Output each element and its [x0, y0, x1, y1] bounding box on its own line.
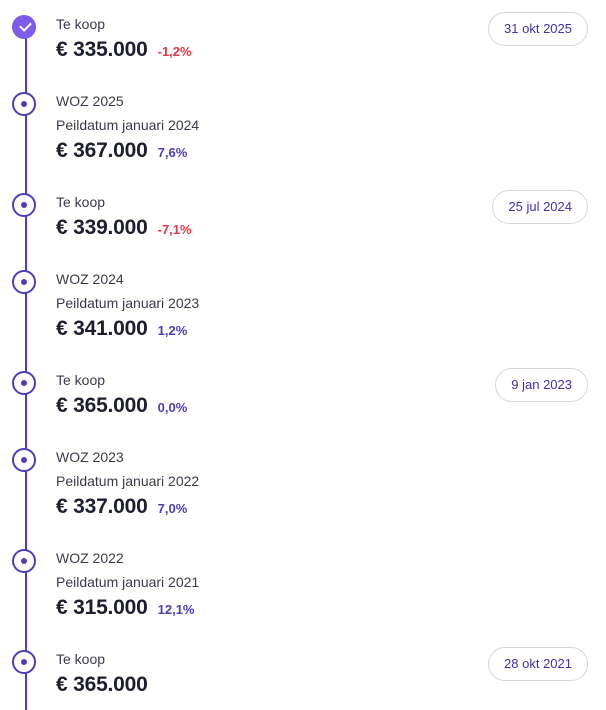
entry-content: WOZ 2025 Peildatum januari 2024 € 367.00… [56, 92, 476, 166]
entry-label: WOZ 2023 [56, 449, 124, 465]
entry-sublabel: Peildatum januari 2024 [56, 117, 200, 133]
price-row: € 339.000 -7,1% [56, 215, 476, 243]
price-change: -7,1% [157, 222, 192, 237]
dot-icon [12, 650, 36, 674]
entry-label: WOZ 2025 [56, 93, 124, 109]
timeline-rail [25, 26, 27, 710]
date-badge: 28 okt 2021 [488, 647, 588, 681]
price-change: 12,1% [157, 602, 195, 617]
entry-content: Te koop € 335.000 -1,2% [56, 15, 476, 65]
price-row: € 337.000 7,0% [56, 494, 476, 522]
entry-label: Te koop [56, 16, 106, 32]
price-change: 0,0% [157, 400, 188, 415]
entry-price: € 341.000 [56, 317, 148, 340]
price-row: € 365.000 0,0% [56, 393, 476, 421]
entry-price: € 365.000 [56, 394, 148, 417]
entry-sublabel: Peildatum januari 2023 [56, 295, 200, 311]
dot-icon [12, 193, 36, 217]
dot-icon [12, 92, 36, 116]
date-badge: 25 jul 2024 [492, 190, 588, 224]
entry-content: Te koop € 365.000 0,0% [56, 371, 476, 421]
entry-sublabel: Peildatum januari 2021 [56, 574, 200, 590]
entry-label: WOZ 2024 [56, 271, 124, 287]
entry-content: WOZ 2022 Peildatum januari 2021 € 315.00… [56, 549, 476, 623]
price-row: € 315.000 12,1% [56, 595, 476, 623]
price-row: € 335.000 -1,2% [56, 37, 476, 65]
entry-label: Te koop [56, 194, 106, 210]
entry-price: € 367.000 [56, 139, 148, 162]
price-row: € 365.000 [56, 672, 476, 700]
entry-price: € 365.000 [56, 673, 148, 696]
dot-icon [12, 448, 36, 472]
entry-price: € 337.000 [56, 495, 148, 518]
entry-price: € 315.000 [56, 596, 148, 619]
entry-price: € 335.000 [56, 38, 148, 61]
price-change: 7,0% [157, 501, 188, 516]
entry-content: Te koop € 339.000 -7,1% [56, 193, 476, 243]
entry-content: Te koop € 365.000 [56, 650, 476, 700]
price-change: -1,2% [157, 44, 192, 59]
entry-price: € 339.000 [56, 216, 148, 239]
entry-sublabel: Peildatum januari 2022 [56, 473, 200, 489]
entry-label: Te koop [56, 651, 106, 667]
date-badge: 9 jan 2023 [495, 368, 588, 402]
entry-content: WOZ 2024 Peildatum januari 2023 € 341.00… [56, 270, 476, 344]
dot-icon [12, 371, 36, 395]
price-change: 1,2% [157, 323, 188, 338]
entry-label: Te koop [56, 372, 106, 388]
price-row: € 341.000 1,2% [56, 316, 476, 344]
price-row: € 367.000 7,6% [56, 138, 476, 166]
date-badge: 31 okt 2025 [488, 12, 588, 46]
dot-icon [12, 270, 36, 294]
dot-icon [12, 549, 36, 573]
entry-label: WOZ 2022 [56, 550, 124, 566]
price-change: 7,6% [157, 145, 188, 160]
entry-content: WOZ 2023 Peildatum januari 2022 € 337.00… [56, 448, 476, 522]
check-icon [12, 15, 36, 39]
